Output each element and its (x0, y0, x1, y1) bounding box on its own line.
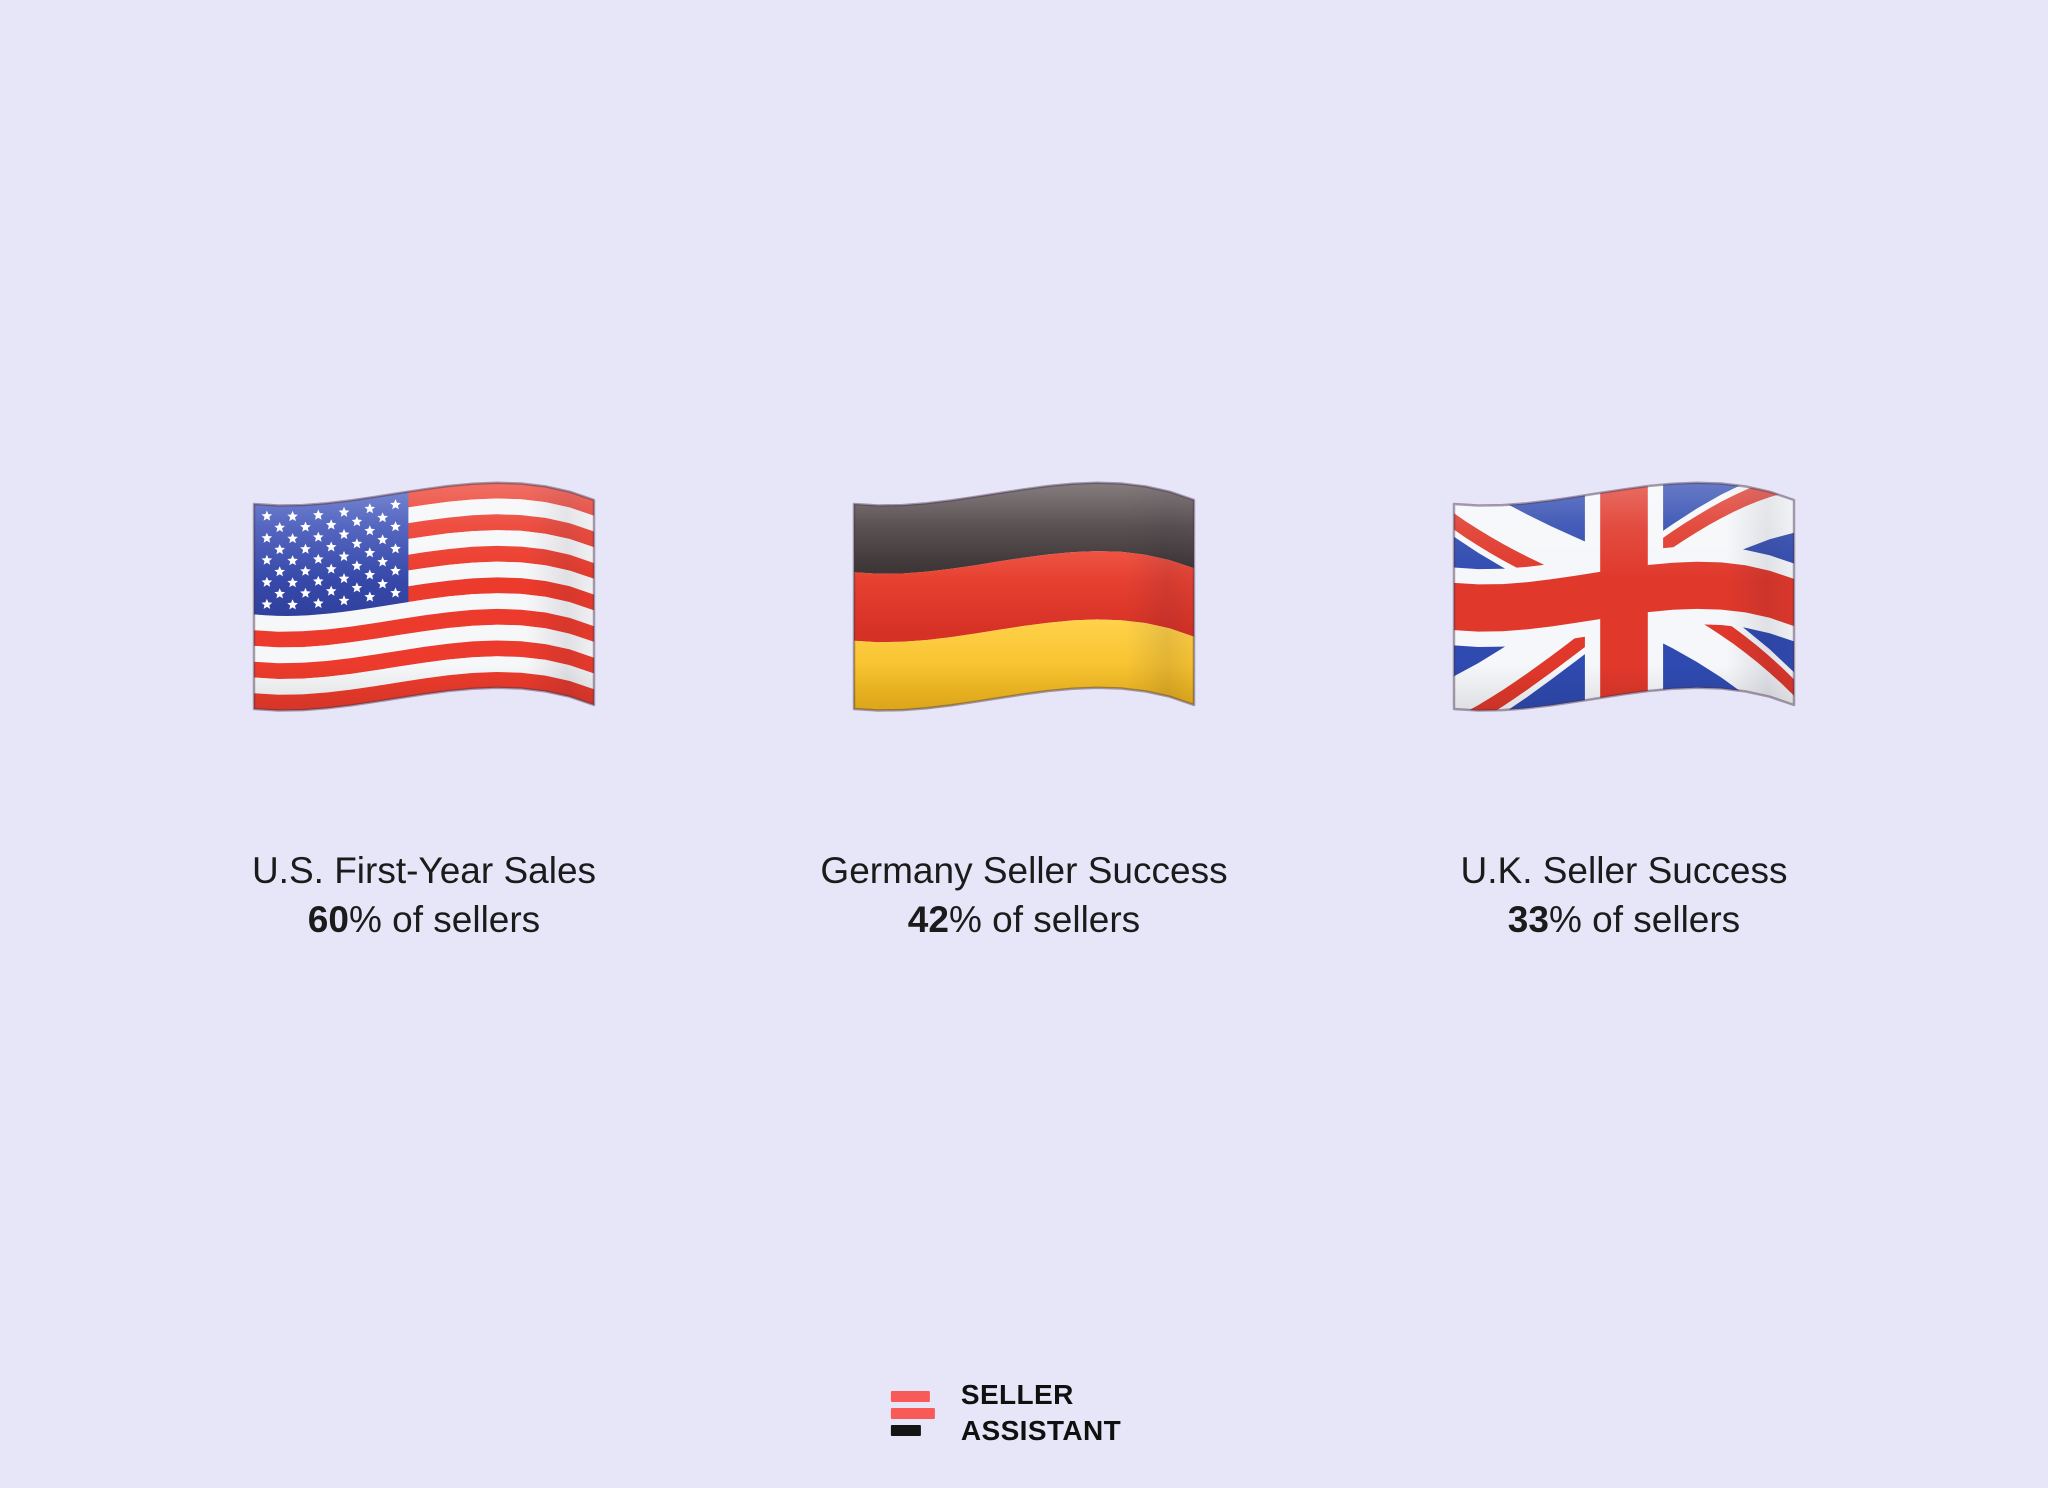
logo-line-seller: SELLER (960, 1379, 1074, 1410)
stat-suffix-uk: % of sellers (1548, 899, 1741, 940)
logo-bar-middle (890, 1407, 935, 1419)
stat-card-us: U.S. First-Year Sales 60% of sellers (124, 454, 724, 944)
stat-title-us: U.S. First-Year Sales (251, 850, 597, 891)
uk-flag-icon (1444, 454, 1804, 744)
us-flag-icon (244, 454, 604, 744)
stats-row: U.S. First-Year Sales 60% of sellers Ger… (0, 454, 2048, 944)
germany-flag-icon (844, 454, 1204, 744)
stat-suffix-us: % of sellers (348, 899, 541, 940)
logo-wordmark: SELLER ASSISTANT (961, 1377, 1121, 1449)
stat-card-uk: U.K. Seller Success 33% of sellers (1324, 454, 1924, 944)
stat-title-uk: U.K. Seller Success (1460, 850, 1788, 891)
logo-mark-icon (890, 1390, 935, 1436)
stat-card-germany: Germany Seller Success 42% of sellers (724, 454, 1324, 944)
stat-suffix-germany: % of sellers (948, 899, 1141, 940)
stat-number-uk: 33 (1507, 899, 1549, 940)
stat-number-germany: 42 (907, 899, 949, 940)
logo-bar-bottom (890, 1424, 921, 1436)
stat-value-germany: 42% of sellers (908, 895, 1140, 944)
stat-value-us: 60% of sellers (308, 895, 540, 944)
stat-value-uk: 33% of sellers (1508, 895, 1740, 944)
logo-line-assistant: ASSISTANT (960, 1415, 1122, 1446)
stat-title-germany: Germany Seller Success (820, 850, 1228, 891)
logo-bar-top (890, 1390, 930, 1402)
stat-number-us: 60 (307, 899, 349, 940)
seller-assistant-logo: SELLER ASSISTANT (890, 1377, 1121, 1449)
